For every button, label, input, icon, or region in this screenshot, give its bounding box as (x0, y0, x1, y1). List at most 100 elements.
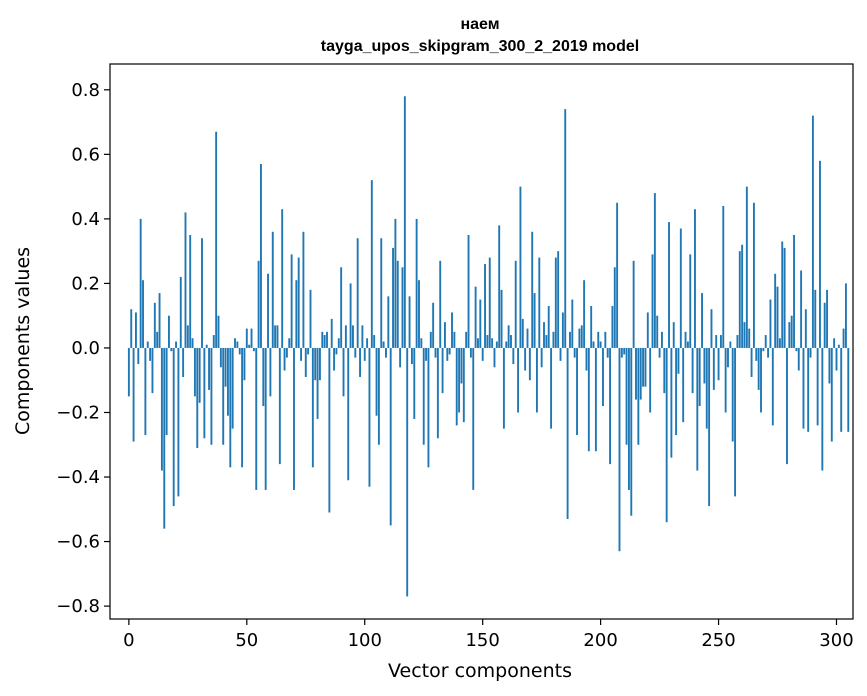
bar (646, 312, 649, 348)
bar (583, 280, 586, 348)
bar (410, 347, 413, 365)
bar (264, 347, 267, 490)
bar (142, 280, 144, 348)
bar (512, 347, 515, 365)
bar (708, 347, 711, 507)
bar (168, 315, 170, 348)
bar (790, 315, 793, 348)
bar (210, 347, 213, 445)
bar (599, 341, 602, 348)
bar (274, 325, 277, 348)
bar (243, 347, 246, 381)
bar (446, 347, 449, 361)
bar (267, 273, 269, 348)
bar (179, 276, 182, 348)
bar (564, 109, 567, 348)
bar (160, 347, 163, 471)
bar (217, 315, 220, 348)
bar (479, 299, 482, 348)
bar (352, 325, 354, 348)
bar (830, 347, 833, 442)
bar (219, 347, 222, 368)
bar (326, 331, 328, 348)
bar (262, 347, 265, 407)
bar (394, 218, 397, 348)
x-tick-label: 200 (583, 630, 617, 651)
bar (528, 347, 531, 381)
bar (260, 164, 262, 348)
chart-subtitle: tayga_upos_skipgram_300_2_2019 model (321, 38, 639, 55)
bar (649, 347, 652, 413)
bar (375, 347, 378, 416)
bar (587, 347, 590, 452)
bar (642, 347, 645, 387)
bar (637, 347, 640, 445)
bar (844, 283, 847, 348)
bar (760, 347, 762, 413)
bar (684, 331, 687, 348)
bar (691, 347, 694, 394)
bar (215, 131, 218, 348)
y-axis-label: Components values (12, 247, 34, 435)
bar (193, 347, 196, 397)
bar (545, 335, 548, 348)
bar (724, 347, 727, 413)
bar (403, 96, 406, 348)
bar (658, 347, 661, 358)
bar (578, 328, 581, 348)
bar (170, 347, 173, 352)
bar (606, 347, 609, 358)
bar (809, 347, 812, 358)
bar (602, 347, 604, 407)
bar (132, 347, 135, 442)
bar (472, 347, 475, 490)
bar (427, 347, 430, 468)
bar (783, 247, 786, 348)
x-tick-label: 100 (348, 630, 382, 651)
bar (514, 260, 517, 348)
bar (245, 328, 248, 348)
bar (182, 347, 185, 377)
y-tick-label: −0.8 (56, 596, 100, 617)
bar (309, 289, 312, 348)
bar (521, 318, 524, 348)
bar (493, 347, 496, 368)
bar (175, 341, 177, 348)
bar (819, 160, 821, 348)
bar (752, 202, 755, 348)
bar (811, 115, 814, 348)
bar (455, 347, 458, 426)
bar (304, 347, 307, 377)
bar (297, 257, 300, 348)
bar (781, 241, 784, 348)
bar (734, 347, 737, 497)
bar (533, 293, 536, 348)
bar (165, 347, 168, 436)
bar (543, 322, 545, 348)
bar (477, 338, 479, 348)
bar (146, 341, 149, 348)
bar (729, 341, 732, 348)
bar (585, 347, 588, 371)
bar (333, 347, 336, 371)
bar (804, 309, 807, 348)
bar (800, 270, 803, 348)
bar (380, 238, 383, 348)
bar (205, 344, 208, 348)
bar (703, 347, 706, 384)
bar (639, 347, 642, 400)
bar (269, 347, 272, 397)
bar (413, 347, 416, 419)
bar (797, 347, 800, 371)
bar (741, 244, 744, 348)
bar (510, 335, 512, 348)
bar (665, 347, 668, 523)
bar (569, 331, 571, 348)
bar (234, 338, 236, 348)
bar (458, 347, 461, 413)
bar (177, 347, 180, 497)
bar (557, 251, 560, 348)
y-tick-label: −0.4 (56, 467, 100, 488)
bar (644, 347, 647, 387)
bar (550, 347, 553, 429)
